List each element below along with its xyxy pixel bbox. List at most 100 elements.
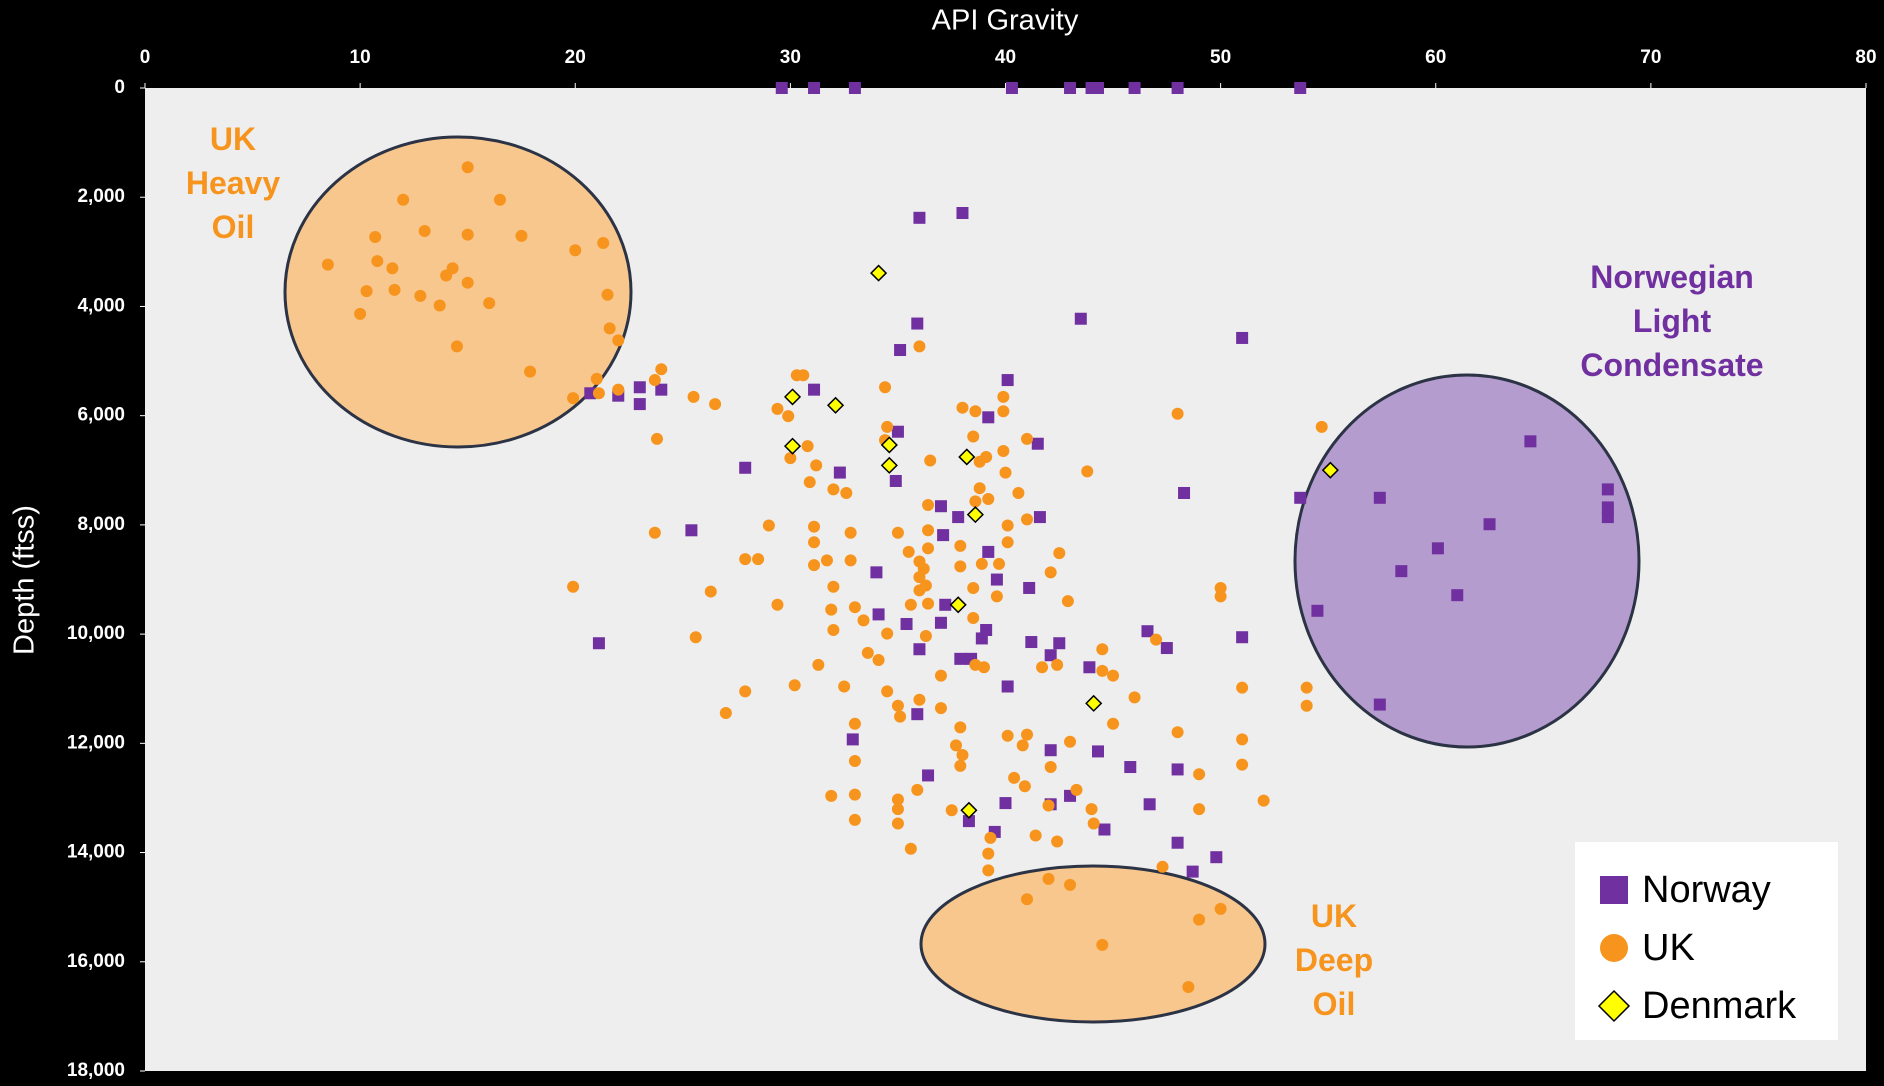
- point: [655, 363, 668, 376]
- annotation: UK Heavy Oil: [186, 121, 281, 245]
- annotation-line: Light: [1633, 303, 1712, 339]
- point: [977, 661, 990, 674]
- point: [838, 680, 851, 693]
- y-tick-label: 4,000: [77, 295, 125, 316]
- point: [880, 436, 898, 454]
- point: [969, 495, 982, 508]
- point: [990, 590, 1003, 603]
- point: [801, 440, 814, 453]
- point: [891, 803, 904, 816]
- point: [1141, 625, 1154, 638]
- point: [1081, 465, 1094, 478]
- point: [1053, 637, 1066, 650]
- point: [894, 344, 907, 357]
- point: [922, 524, 935, 537]
- point: [1087, 817, 1100, 830]
- point: [1051, 658, 1064, 671]
- point: [371, 255, 384, 268]
- point: [1160, 642, 1173, 655]
- y-tick-label: 10,000: [67, 623, 125, 644]
- point: [803, 476, 816, 489]
- point: [848, 717, 861, 730]
- point: [904, 598, 917, 611]
- point: [784, 452, 797, 465]
- point: [1311, 604, 1324, 617]
- point: [1214, 581, 1227, 594]
- point: [1186, 865, 1199, 878]
- x-tick-label: 20: [565, 47, 586, 68]
- point: [685, 524, 698, 537]
- point: [848, 813, 861, 826]
- point: [969, 405, 982, 418]
- point: [833, 466, 846, 479]
- point: [1236, 631, 1249, 644]
- point: [939, 598, 952, 611]
- point: [1096, 664, 1109, 677]
- point: [633, 398, 646, 411]
- legend-label: Denmark: [1642, 985, 1797, 1027]
- point: [1236, 331, 1249, 344]
- point: [904, 842, 917, 855]
- annotation-line: UK: [1311, 898, 1357, 934]
- point: [1005, 82, 1018, 94]
- point: [924, 454, 937, 467]
- point: [739, 461, 752, 474]
- point: [1008, 771, 1021, 784]
- point: [1001, 374, 1014, 387]
- point: [950, 739, 963, 752]
- point: [1021, 728, 1034, 741]
- point: [894, 710, 907, 723]
- point: [934, 702, 947, 715]
- point: [1044, 761, 1057, 774]
- point: [922, 769, 935, 782]
- point: [846, 733, 859, 746]
- point: [687, 390, 700, 403]
- point: [1236, 681, 1249, 694]
- point: [949, 596, 967, 614]
- point: [739, 553, 752, 566]
- annotation-line: UK: [210, 121, 256, 157]
- point: [762, 519, 775, 532]
- point: [982, 411, 995, 424]
- point: [1064, 735, 1077, 748]
- point: [386, 262, 399, 275]
- y-tick-label: 0: [114, 77, 125, 98]
- region-ellipse: [1293, 373, 1641, 749]
- point: [889, 474, 902, 487]
- point: [771, 598, 784, 611]
- point: [1092, 82, 1105, 94]
- point: [975, 557, 988, 570]
- point: [973, 482, 986, 495]
- point: [1171, 836, 1184, 849]
- point: [1300, 681, 1313, 694]
- point: [433, 299, 446, 312]
- point: [922, 499, 935, 512]
- point: [872, 654, 885, 667]
- point: [1042, 799, 1055, 812]
- point: [1033, 511, 1046, 524]
- point: [891, 817, 904, 830]
- point: [808, 383, 821, 396]
- point: [848, 755, 861, 768]
- point: [881, 685, 894, 698]
- point: [1031, 437, 1044, 450]
- point: [354, 307, 367, 320]
- point: [1018, 780, 1031, 793]
- point: [603, 322, 616, 335]
- point: [1193, 803, 1206, 816]
- point: [360, 285, 373, 298]
- annotation: Norwegian Light Condensate: [1580, 259, 1763, 383]
- point: [1044, 566, 1057, 579]
- point: [1128, 82, 1141, 94]
- point: [880, 456, 898, 474]
- x-tick-label: 50: [1210, 47, 1231, 68]
- point: [997, 405, 1010, 418]
- point: [1021, 513, 1034, 526]
- point: [844, 554, 857, 567]
- point: [982, 847, 995, 860]
- point: [870, 264, 888, 282]
- point: [1321, 461, 1339, 479]
- point: [567, 392, 580, 405]
- legend-label: UK: [1642, 927, 1695, 969]
